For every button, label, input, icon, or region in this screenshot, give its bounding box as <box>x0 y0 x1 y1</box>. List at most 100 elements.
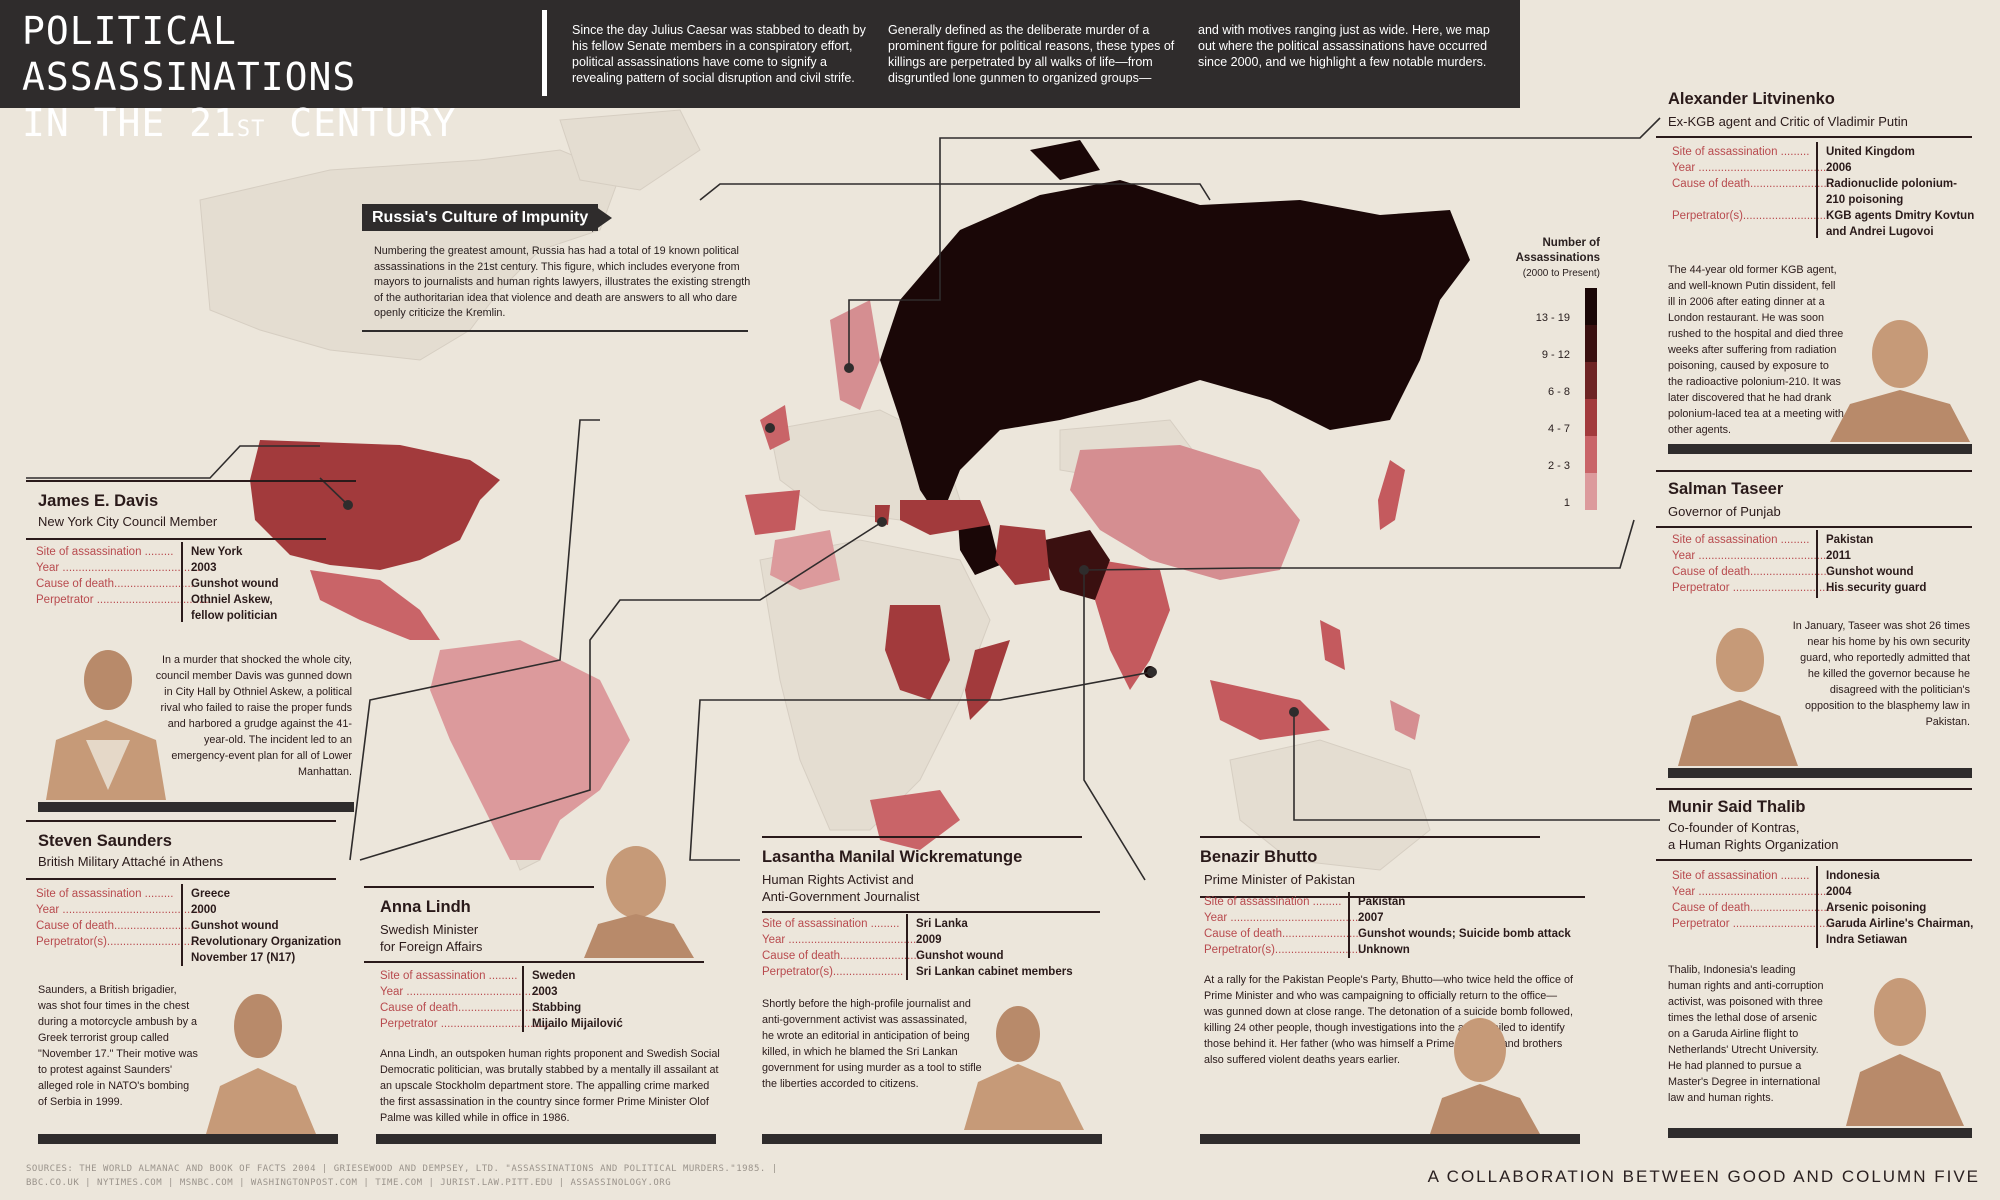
label-cause: Cause of death.......................... <box>1672 566 1834 578</box>
label-cause: Cause of death.......................... <box>1672 902 1834 914</box>
card-top-rule <box>26 480 356 482</box>
legend-bin-label: 13 - 19 <box>1535 312 1570 324</box>
label-site: Site of assassination ......... <box>1672 534 1810 546</box>
card-lindh: Anna Lindh Swedish Minister for Foreign … <box>364 886 704 963</box>
field-divider <box>522 966 524 1032</box>
label-site: Site of assassination ......... <box>36 546 174 558</box>
card-name: Benazir Bhutto <box>1200 848 1318 866</box>
card-footer-bar <box>38 802 354 812</box>
portrait-icon <box>1846 978 1964 1126</box>
value-cause: Gunshot wound <box>1826 566 1914 578</box>
card-saunders: Steven Saunders British Military Attaché… <box>26 820 336 880</box>
header-divider <box>542 10 547 96</box>
label-site: Site of assassination ......... <box>762 918 900 930</box>
card-name: Alexander Litvinenko <box>1668 90 1835 108</box>
value-cause: Stabbing <box>532 1002 582 1014</box>
card-rule <box>26 538 326 540</box>
world-map <box>199 109 1470 871</box>
value-cause: Gunshot wounds; Suicide bomb attack <box>1358 928 1571 940</box>
value-perp: Sri Lankan cabinet members <box>916 966 1073 978</box>
legend-title: Number of Assassinations <box>1515 237 1600 264</box>
card-rule <box>1656 859 1972 861</box>
intro-column-1: Since the day Julius Caesar was stabbed … <box>572 23 866 85</box>
value-site: New York <box>191 546 243 558</box>
card-rule <box>1656 526 1972 528</box>
portrait-icon <box>206 994 316 1134</box>
russia-heading-arrow <box>592 204 612 232</box>
card-name: Salman Taseer <box>1668 480 1784 498</box>
value-year: 2000 <box>191 904 217 916</box>
title-line-2-pre: IN THE 21 <box>22 101 237 145</box>
card-top-rule <box>762 836 1082 838</box>
card-thalib: Munir Said Thalib Co-founder of Kontras,… <box>1656 788 1972 861</box>
card-top-rule <box>1656 470 1972 472</box>
russia-heading: Russia's Culture of Impunity <box>362 204 599 231</box>
field-divider <box>1816 530 1818 598</box>
sources: SOURCES: THE WORLD ALMANAC AND BOOK OF F… <box>26 1164 778 1188</box>
label-perp: Perpetrator ............................… <box>1672 582 1848 594</box>
field-divider <box>1816 142 1818 238</box>
card-footer-bar <box>1668 1128 1972 1138</box>
legend-bin-label: 9 - 12 <box>1541 349 1570 361</box>
story-davis: In a murder that shocked the whole city,… <box>155 654 352 778</box>
value-perp: His security guard <box>1826 582 1927 594</box>
label-year: Year ...................................… <box>380 986 544 998</box>
label-perp: Perpetrator ............................… <box>36 594 212 606</box>
card-footer-bar <box>1200 1134 1580 1144</box>
label-perp: Perpetrator(s)...................... <box>762 966 904 978</box>
card-rule <box>26 878 336 880</box>
label-site: Site of assassination ......... <box>1672 146 1810 158</box>
value-perp: Revolutionary Organization November 17 (… <box>191 936 342 964</box>
card-rule <box>364 961 704 963</box>
card-role-line-1: Swedish Minister <box>380 922 479 937</box>
title-ordinal: ST <box>236 117 266 142</box>
value-perp: Mijailo Mijailović <box>532 1018 623 1030</box>
field-divider <box>1816 866 1818 948</box>
map-region-usa <box>250 440 500 570</box>
card-role-line-1: Co-founder of Kontras, <box>1668 820 1800 835</box>
label-cause: Cause of death.......................... <box>762 950 924 962</box>
value-perp: KGB agents Dmitry Kovtun and Andrei Lugo… <box>1826 210 1975 238</box>
story-lindh: Anna Lindh, an outspoken human rights pr… <box>380 1048 720 1124</box>
value-site: Sri Lanka <box>916 918 968 930</box>
portrait-thalib <box>1840 962 1970 1126</box>
card-footer-bar <box>762 1134 1102 1144</box>
value-year: 2011 <box>1826 550 1851 562</box>
label-cause: Cause of death.......................... <box>36 920 198 932</box>
portrait-litvinenko <box>1800 310 1970 442</box>
legend-swatch <box>1585 436 1597 473</box>
story-saunders: Saunders, a British brigadier, was shot … <box>38 984 198 1108</box>
value-year: 2003 <box>532 986 558 998</box>
value-cause: Gunshot wound <box>191 578 279 590</box>
field-divider <box>181 884 183 966</box>
collaboration-credit: A COLLABORATION BETWEEN GOOD AND COLUMN … <box>1427 1167 1980 1186</box>
card-name: Anna Lindh <box>380 898 471 916</box>
label-site: Site of assassination ......... <box>380 970 518 982</box>
legend-swatch <box>1585 473 1597 510</box>
card-rule <box>1200 896 1585 898</box>
value-cause: Arsenic poisoning <box>1826 902 1927 914</box>
card-role: New York City Council Member <box>38 514 218 529</box>
value-perp: Othniel Askew, fellow politician <box>191 594 278 622</box>
card-footer-bar <box>38 1134 338 1144</box>
intro-column-2: Generally defined as the deliberate murd… <box>888 23 1175 85</box>
card-footer-bar <box>1668 444 1972 454</box>
value-site: Sweden <box>532 970 576 982</box>
value-site: Indonesia <box>1826 870 1880 882</box>
card-bhutto: Benazir Bhutto Prime Minister of Pakista… <box>1188 836 1585 898</box>
map-region-russia <box>880 180 1470 520</box>
card-footer-bar <box>376 1134 716 1144</box>
label-year: Year ...................................… <box>36 904 200 916</box>
title-line-2: IN THE 21ST CENTURY <box>22 100 542 153</box>
title-line-2-post: CENTURY <box>265 101 457 145</box>
legend-bin-label: 6 - 8 <box>1547 386 1570 398</box>
label-perp: Perpetrator ............................… <box>380 1018 556 1030</box>
label-year: Year ...................................… <box>1672 550 1836 562</box>
legend-swatch <box>1585 399 1597 436</box>
card-role-line-2: Anti-Government Journalist <box>762 889 920 904</box>
legend-bin-label: 4 - 7 <box>1547 423 1570 435</box>
value-perp: Garuda Airline's Chairman, Indra Setiawa… <box>1826 918 1974 946</box>
field-divider <box>181 542 183 622</box>
story-litvinenko: The 44-year old former KGB agent, and we… <box>1668 264 1844 436</box>
portrait-lindh <box>576 838 702 958</box>
